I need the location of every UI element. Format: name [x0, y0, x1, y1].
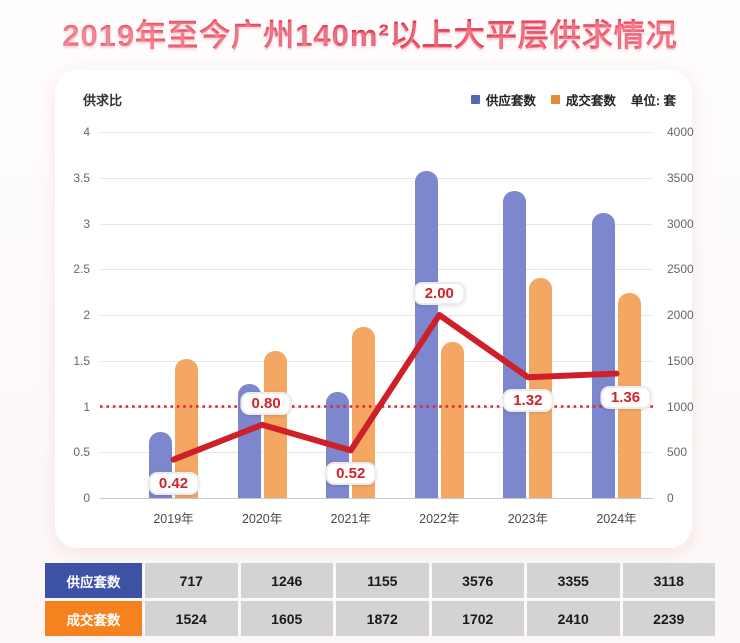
sold-bar — [175, 358, 198, 498]
table-row-header: 供应套数 — [45, 563, 142, 598]
left-axis-tick: 3 — [83, 216, 90, 231]
gridline — [100, 315, 653, 316]
gridline — [100, 498, 653, 499]
left-axis-tick: 2 — [83, 308, 90, 322]
x-axis-label: 2020年 — [241, 512, 283, 526]
right-axis-tick: 2000 — [667, 308, 694, 322]
ratio-line-svg — [100, 312, 653, 463]
page-title: 2019年至今广州140m²以上大平层供求情况 — [0, 10, 740, 55]
unit-label: 单位: 套 — [630, 94, 676, 108]
left-axis-tick: 3.5 — [73, 170, 90, 185]
left-axis-tick: 4 — [83, 125, 90, 139]
right-axis-tick: 500 — [667, 445, 688, 460]
table-cell: 1524 — [145, 601, 238, 636]
x-axis-label: 2023年 — [507, 512, 549, 526]
chart-card: 供求比 供应套数 成交套数 单位: 套 0 0 0.5 500 1 1000 1.5 1500… — [55, 70, 694, 548]
table-cell: 3576 — [431, 563, 524, 598]
legend-item-sold: 成交套数 — [550, 90, 616, 109]
table-row-header: 成交套数 — [45, 601, 142, 636]
table-cell: 1702 — [431, 601, 524, 636]
x-axis-label: 2019年 — [153, 512, 194, 526]
x-axis-label: 2021年 — [330, 512, 371, 526]
right-axis-tick: 3000 — [667, 216, 694, 231]
sold-bar — [440, 342, 464, 498]
ratio-value-label: 2.00 — [413, 282, 465, 305]
ratio-value-label: 1.36 — [599, 385, 652, 409]
sold-legend-label: 成交套数 — [565, 94, 616, 108]
left-axis-title: 供求比 — [83, 93, 123, 108]
ratio-line — [170, 312, 620, 463]
right-axis-tick: 0 — [667, 491, 674, 505]
x-axis-label: 2022年 — [419, 512, 460, 526]
sold-legend-swatch-icon — [550, 95, 560, 104]
sold-bar — [263, 351, 287, 498]
supply-bar — [503, 191, 527, 498]
table-cell: 3355 — [527, 563, 620, 598]
table-cell: 1605 — [240, 601, 333, 636]
right-axis-tick: 1500 — [667, 353, 694, 368]
table-cell: 1872 — [336, 601, 429, 636]
ratio-value-label: 0.42 — [147, 471, 200, 495]
supply-legend-swatch-icon — [470, 95, 480, 104]
ratio-value-label: 1.32 — [502, 389, 554, 413]
table-cell: 717 — [145, 563, 238, 598]
right-axis-tick: 2500 — [667, 262, 694, 277]
gridline — [100, 452, 653, 454]
supply-legend-label: 供应套数 — [485, 94, 536, 108]
chart-legend: 供应套数 成交套数 单位: 套 — [470, 90, 676, 109]
left-axis-tick: 1 — [83, 399, 90, 414]
sold-bar — [529, 277, 553, 498]
sold-bar — [352, 326, 376, 498]
right-axis-tick: 3500 — [667, 170, 694, 185]
gridline — [100, 360, 653, 362]
table-cell: 2410 — [527, 601, 620, 636]
legend-item-supply: 供应套数 — [470, 90, 536, 109]
x-axis-label: 2024年 — [596, 512, 637, 526]
ratio-value-label: 0.80 — [240, 391, 292, 415]
right-axis-tick: 1000 — [667, 399, 694, 414]
left-axis-tick: 2.5 — [73, 262, 90, 277]
table-cell: 3118 — [622, 563, 715, 598]
left-axis-tick: 0 — [83, 491, 90, 505]
table-cell: 1246 — [240, 563, 333, 598]
gridline — [100, 132, 653, 133]
ratio-value-label: 0.52 — [325, 462, 377, 486]
plot-area: 0 0 0.5 500 1 1000 1.5 1500 2 2000 2.5 2500 3 3000 3.5… — [73, 125, 693, 526]
right-axis-tick: 4000 — [667, 125, 694, 139]
table-cell: 1155 — [336, 563, 429, 598]
supply-bar — [592, 212, 615, 498]
left-axis-tick: 0.5 — [73, 445, 90, 460]
gridline — [100, 177, 653, 179]
gridline — [100, 223, 653, 225]
data-table: 供应套数 717 1246 1155 3576 3355 3118 成交套数 1524 1605 1… — [45, 563, 715, 636]
left-axis-tick: 1.5 — [73, 353, 90, 368]
table-cell: 2239 — [622, 601, 715, 636]
gridline — [100, 269, 653, 271]
